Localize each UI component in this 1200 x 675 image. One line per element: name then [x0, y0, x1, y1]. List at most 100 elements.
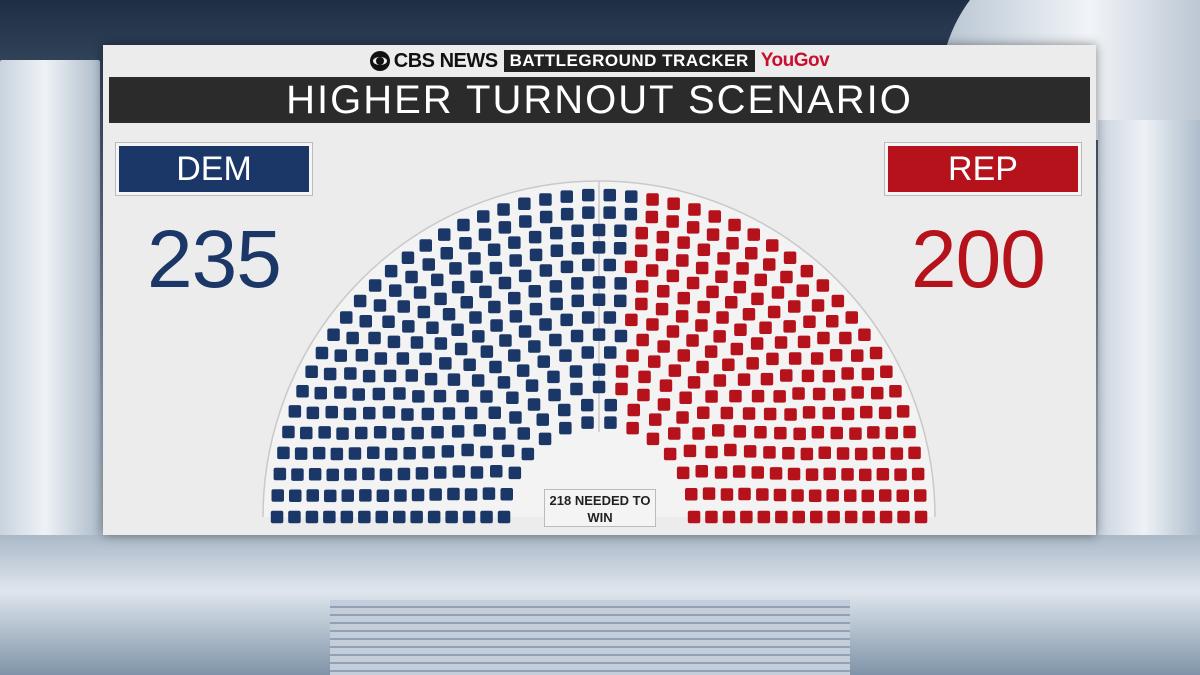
dem-seat	[376, 489, 390, 502]
rep-seat	[817, 331, 830, 345]
dem-seat	[480, 510, 493, 524]
dem-seat	[497, 510, 511, 524]
rep-seat	[851, 349, 864, 362]
rep-seat	[677, 291, 690, 305]
dem-seat	[624, 207, 638, 221]
rep-seat	[722, 358, 735, 371]
dem-seat	[410, 336, 424, 349]
rep-seat	[871, 386, 884, 400]
dem-seat	[355, 349, 369, 362]
rep-seat	[783, 251, 797, 264]
rep-seat	[705, 445, 718, 459]
dem-seat	[497, 376, 511, 389]
rep-seat	[635, 280, 649, 293]
dem-seat	[548, 388, 561, 402]
dem-seat	[519, 215, 532, 228]
dem-seat	[488, 406, 501, 419]
dem-seat	[559, 421, 572, 435]
dem-seat	[603, 206, 616, 219]
rep-seat	[879, 510, 893, 524]
dem-seat	[488, 300, 501, 314]
dem-seat	[582, 206, 595, 219]
dem-seat	[460, 296, 473, 309]
rep-seat	[720, 488, 734, 501]
dem-seat	[462, 510, 476, 524]
dem-seat	[344, 367, 357, 380]
dem-seat	[571, 242, 585, 255]
rep-seat	[715, 270, 728, 283]
dem-seat	[539, 318, 552, 331]
rep-seat	[648, 355, 661, 368]
rep-seat	[646, 318, 659, 331]
dem-seat	[305, 510, 319, 524]
dem-seat	[405, 270, 418, 284]
dem-seat	[518, 269, 532, 283]
rep-seat	[695, 465, 708, 478]
program-name: BATTLEGROUND TRACKER	[503, 50, 755, 72]
dem-seat	[379, 468, 393, 481]
rep-seat	[763, 407, 777, 421]
dem-seat	[604, 398, 617, 412]
dem-seat	[550, 226, 563, 240]
dem-seat	[560, 260, 574, 274]
rep-seat	[792, 387, 805, 400]
rep-seat	[818, 446, 831, 459]
rep-seat	[896, 405, 910, 418]
rep-seat	[763, 446, 776, 459]
rep-seat	[697, 300, 710, 314]
dem-seat	[312, 446, 326, 460]
rep-seat	[808, 489, 822, 502]
rep-seat	[756, 488, 769, 501]
rep-seat	[833, 388, 846, 401]
dem-seat	[527, 398, 541, 411]
dem-seat	[344, 468, 357, 481]
rep-seat	[810, 352, 824, 365]
rep-seat	[751, 466, 764, 479]
rep-seat	[796, 284, 809, 297]
dem-seat	[529, 248, 543, 262]
dem-seat	[417, 305, 431, 319]
rep-seat	[635, 297, 648, 311]
rep-seat	[816, 279, 830, 292]
rep-seat	[767, 305, 781, 319]
rep-seat	[697, 406, 710, 419]
rep-seat	[792, 510, 805, 524]
rep-seat	[774, 426, 787, 440]
rep-seat	[737, 373, 751, 386]
dem-seat	[581, 416, 594, 429]
rep-seat	[713, 374, 727, 387]
rep-seat	[766, 352, 779, 366]
dem-seat	[604, 346, 617, 359]
dem-seat	[614, 224, 627, 237]
dem-seat	[359, 315, 372, 328]
rep-seat	[636, 333, 649, 347]
rep-seat	[851, 386, 864, 399]
dem-seat	[509, 411, 522, 424]
rep-seat	[889, 385, 902, 398]
dem-seat	[581, 311, 595, 324]
rep-seat	[879, 489, 892, 502]
dem-seat	[447, 487, 460, 501]
rep-seat-count: 200	[911, 214, 1046, 305]
dem-seat	[581, 398, 594, 412]
dem-seat	[411, 488, 425, 502]
dem-seat	[521, 447, 535, 461]
rep-seat	[706, 228, 720, 241]
dem-seat	[613, 242, 627, 255]
rep-seat	[747, 228, 760, 241]
dem-seat	[508, 291, 521, 305]
graphic-panel: CBS NEWS BATTLEGROUND TRACKER YouGov HIG…	[103, 45, 1096, 535]
dem-seat	[537, 355, 550, 368]
rep-seat	[655, 302, 669, 316]
rep-seat	[844, 489, 857, 502]
rep-seat	[657, 285, 670, 298]
network-name: CBS NEWS	[393, 49, 498, 72]
rep-seat	[805, 468, 819, 481]
dem-seat	[389, 284, 402, 297]
dem-seat	[592, 223, 606, 237]
rep-seat	[667, 197, 680, 210]
dem-seat	[452, 465, 466, 478]
rep-seat	[725, 296, 738, 309]
dem-seat	[592, 293, 606, 306]
dem-seat	[393, 387, 406, 400]
